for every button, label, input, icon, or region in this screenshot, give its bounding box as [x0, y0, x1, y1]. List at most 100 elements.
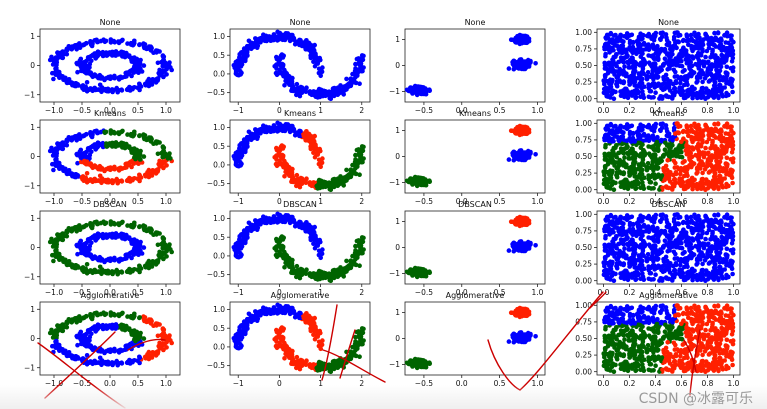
scatter-point — [672, 182, 677, 187]
scatter-point — [678, 80, 683, 86]
x-tick-label: 0.5 — [494, 197, 506, 206]
x-tick-label: 1.0 — [160, 197, 172, 206]
y-tick-label: 0.25 — [575, 78, 592, 87]
scatter-point — [275, 34, 280, 39]
scatter-point — [666, 54, 672, 59]
scatter-point — [660, 62, 666, 67]
scatter-point — [129, 85, 135, 91]
scatter-point — [727, 79, 732, 84]
scatter-point — [636, 34, 642, 40]
scatter-point — [327, 96, 333, 101]
scatter-point — [705, 69, 710, 74]
scatter-point — [651, 152, 656, 157]
scatter-point — [705, 185, 711, 191]
y-tick-label: 1 — [395, 126, 400, 135]
scatter-point — [51, 258, 56, 264]
scatter-point — [710, 130, 715, 135]
scatter-point — [116, 40, 122, 46]
scatter-point — [165, 156, 171, 161]
scatter-point — [724, 161, 730, 167]
scatter-point — [615, 35, 620, 41]
scatter-point — [688, 152, 693, 158]
scatter-point — [641, 40, 647, 46]
scatter-point — [533, 152, 538, 157]
scatter-point — [601, 177, 607, 183]
scatter-point — [611, 187, 617, 192]
scatter-point — [631, 164, 636, 169]
scatter-point — [665, 158, 670, 163]
scatter-point — [662, 86, 667, 92]
scatter-point — [663, 49, 668, 55]
scatter-point — [667, 179, 673, 184]
scatter-point — [338, 174, 343, 179]
scatter-point — [234, 72, 240, 78]
scatter-point — [277, 153, 283, 158]
scatter-point — [614, 143, 619, 148]
scatter-point — [50, 70, 55, 76]
scatter-point — [623, 164, 629, 170]
scatter-point — [717, 173, 723, 179]
scatter-point — [655, 43, 660, 49]
scatter-point — [70, 82, 75, 88]
scatter-point — [721, 60, 727, 65]
scatter-point — [282, 73, 288, 79]
scatter-point — [317, 185, 323, 191]
scatter-point — [618, 134, 624, 140]
scatter-point — [83, 84, 88, 89]
x-tick-label: −0.5 — [73, 197, 91, 206]
scatter-point — [643, 151, 648, 156]
scatter-point — [710, 39, 715, 44]
scatter-point — [315, 152, 321, 157]
scatter-point — [662, 147, 668, 152]
scatter-point — [75, 243, 80, 249]
scatter-point — [716, 186, 721, 192]
scatter-point — [662, 56, 668, 61]
scatter-point — [708, 55, 713, 60]
scatter-point — [84, 250, 90, 255]
x-tick-label: −1.0 — [45, 106, 63, 115]
scatter-point — [729, 33, 734, 39]
scatter-point — [660, 30, 665, 35]
scatter-point — [308, 146, 314, 152]
scatter-point — [692, 30, 697, 36]
scatter-point — [58, 233, 63, 239]
scatter-point — [602, 137, 607, 143]
panel-title: None — [658, 18, 679, 27]
scatter-point — [715, 69, 720, 75]
scatter-point — [651, 186, 656, 191]
scatter-point — [607, 153, 613, 159]
scatter-point — [356, 147, 361, 152]
scatter-point — [717, 82, 723, 88]
scatter-point — [654, 70, 659, 75]
scatter-point — [612, 72, 617, 77]
scatter-point — [282, 37, 287, 43]
scatter-point — [318, 164, 324, 170]
scatter-point — [344, 167, 349, 173]
scatter-point — [102, 38, 107, 44]
scatter-point — [114, 142, 119, 148]
scatter-point — [111, 87, 116, 93]
scatter-point — [659, 137, 664, 143]
scatter-point — [640, 142, 645, 147]
scatter-point — [650, 159, 655, 164]
scatter-point — [719, 56, 725, 61]
scatter-point — [651, 53, 656, 58]
scatter-point — [137, 224, 142, 230]
scatter-point — [118, 166, 123, 172]
scatter-point — [257, 36, 262, 41]
scatter-point — [684, 148, 689, 153]
scatter-point — [603, 41, 609, 47]
scatter-point — [84, 159, 90, 164]
scatter-point — [635, 166, 641, 172]
x-tick-label: 0 — [277, 106, 282, 115]
scatter-point — [66, 259, 72, 264]
scatter-point — [290, 175, 296, 180]
scatter-point — [654, 139, 660, 145]
scatter-point — [131, 149, 137, 154]
scatter-point — [282, 160, 288, 166]
scatter-point — [667, 88, 673, 93]
scatter-point — [137, 133, 142, 139]
scatter-point — [54, 247, 59, 253]
scatter-point — [245, 53, 250, 58]
